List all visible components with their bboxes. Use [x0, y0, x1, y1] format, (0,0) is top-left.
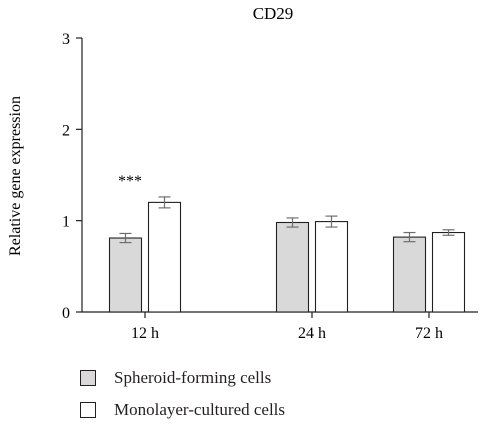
bar-monolayer	[431, 231, 466, 313]
bar-monolayer	[147, 201, 182, 313]
x-tick-label: 12 h	[131, 325, 159, 342]
y-tick-label: 1	[62, 214, 70, 231]
legend-label-spheroid: Spheroid-forming cells	[114, 368, 272, 387]
bar-monolayer	[314, 221, 349, 313]
chart-title: CD29	[253, 4, 294, 23]
significance-annotation: ***	[118, 173, 142, 190]
x-tick-label: 24 h	[298, 325, 326, 342]
y-tick-label: 2	[62, 122, 70, 139]
legend-item-monolayer: Monolayer-cultured cells	[80, 400, 285, 420]
legend-label-monolayer: Monolayer-cultured cells	[114, 400, 286, 419]
legend-swatch-spheroid	[80, 370, 96, 386]
y-tick-label: 3	[62, 31, 70, 48]
y-axis-label: Relative gene expression	[7, 96, 24, 256]
bar-spheroid	[275, 221, 310, 313]
bar-spheroid	[108, 237, 143, 313]
legend-item-spheroid: Spheroid-forming cells	[80, 368, 271, 388]
legend-swatch-monolayer	[80, 402, 96, 418]
y-tick-label: 0	[62, 305, 70, 322]
bar-spheroid	[392, 236, 427, 313]
x-tick-label: 72 h	[415, 325, 443, 342]
